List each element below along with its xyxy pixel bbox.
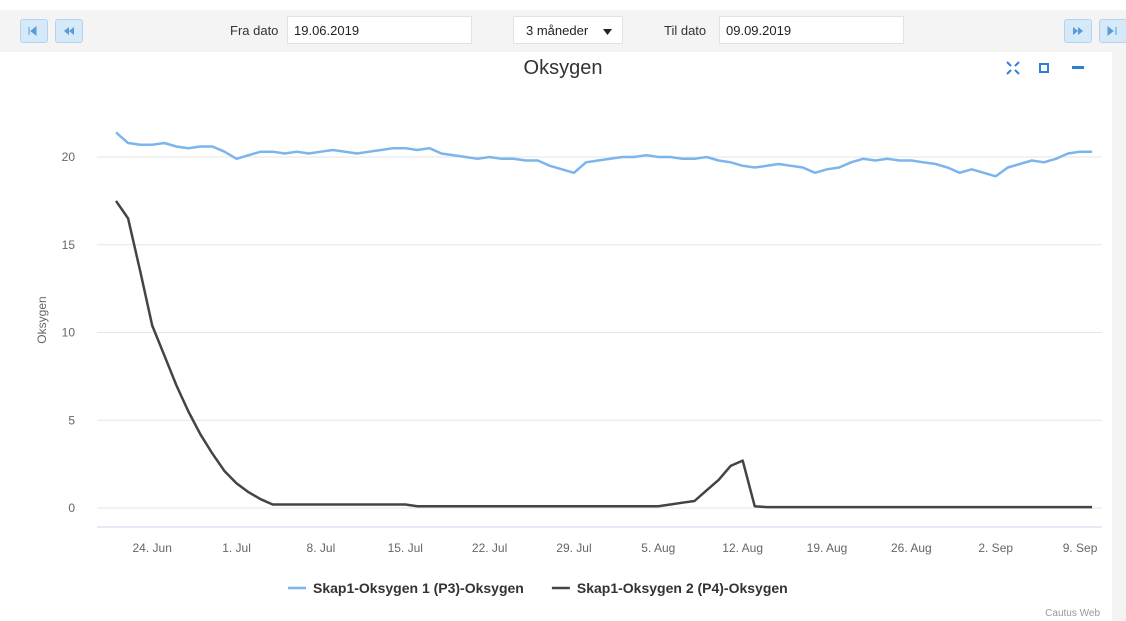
x-tick-label: 8. Jul xyxy=(307,541,336,555)
period-select[interactable]: 3 måneder xyxy=(513,16,623,44)
last-button[interactable] xyxy=(1099,19,1126,43)
chart: Oksygen Oksygen Cautus Web 0 5 10 15 20 24. J… xyxy=(35,52,1126,621)
x-tick-label: 24. Jun xyxy=(133,541,172,555)
x-tick-label: 5. Aug xyxy=(641,541,675,555)
legend-label: Skap1-Oksygen 1 (P3)-Oksygen xyxy=(313,580,524,596)
x-tick-label: 12. Aug xyxy=(722,541,763,555)
to-label: Til dato xyxy=(664,23,707,38)
chart-icons[interactable] xyxy=(1006,61,1084,75)
legend-label: Skap1-Oksygen 2 (P4)-Oksygen xyxy=(577,580,788,596)
to-date-input[interactable]: 09.09.2019 xyxy=(719,16,904,44)
x-tick-label: 1. Jul xyxy=(222,541,251,555)
series-line xyxy=(115,131,1093,178)
x-tick-label: 26. Aug xyxy=(891,541,932,555)
prev-button[interactable] xyxy=(55,19,83,43)
y-tick-label: 10 xyxy=(62,326,76,340)
series-line xyxy=(114,200,1093,509)
x-tick-label: 15. Jul xyxy=(388,541,423,555)
panel-edge xyxy=(1112,52,1126,621)
first-button[interactable] xyxy=(20,19,48,43)
from-label: Fra dato xyxy=(230,23,279,38)
y-axis-label: Oksygen xyxy=(35,296,49,343)
x-tick-label: 29. Jul xyxy=(556,541,591,555)
chart-title: Oksygen xyxy=(524,57,603,79)
x-tick-label: 22. Jul xyxy=(472,541,507,555)
next-button[interactable] xyxy=(1064,19,1092,43)
x-tick-label: 19. Aug xyxy=(807,541,848,555)
y-tick-label: 5 xyxy=(68,413,75,427)
period-text: 3 måneder xyxy=(526,23,589,38)
y-tick-label: 20 xyxy=(62,150,76,164)
credit: Cautus Web xyxy=(1045,608,1100,619)
y-tick-label: 15 xyxy=(62,238,76,252)
x-tick-label: 9. Sep xyxy=(1063,541,1098,555)
x-tick-label: 2. Sep xyxy=(978,541,1013,555)
from-date-input[interactable]: 19.06.2019 xyxy=(287,16,472,44)
toolbar: Fra dato 19.06.2019 3 måneder Til dato 0… xyxy=(0,10,1126,52)
y-tick-label: 0 xyxy=(68,501,75,515)
